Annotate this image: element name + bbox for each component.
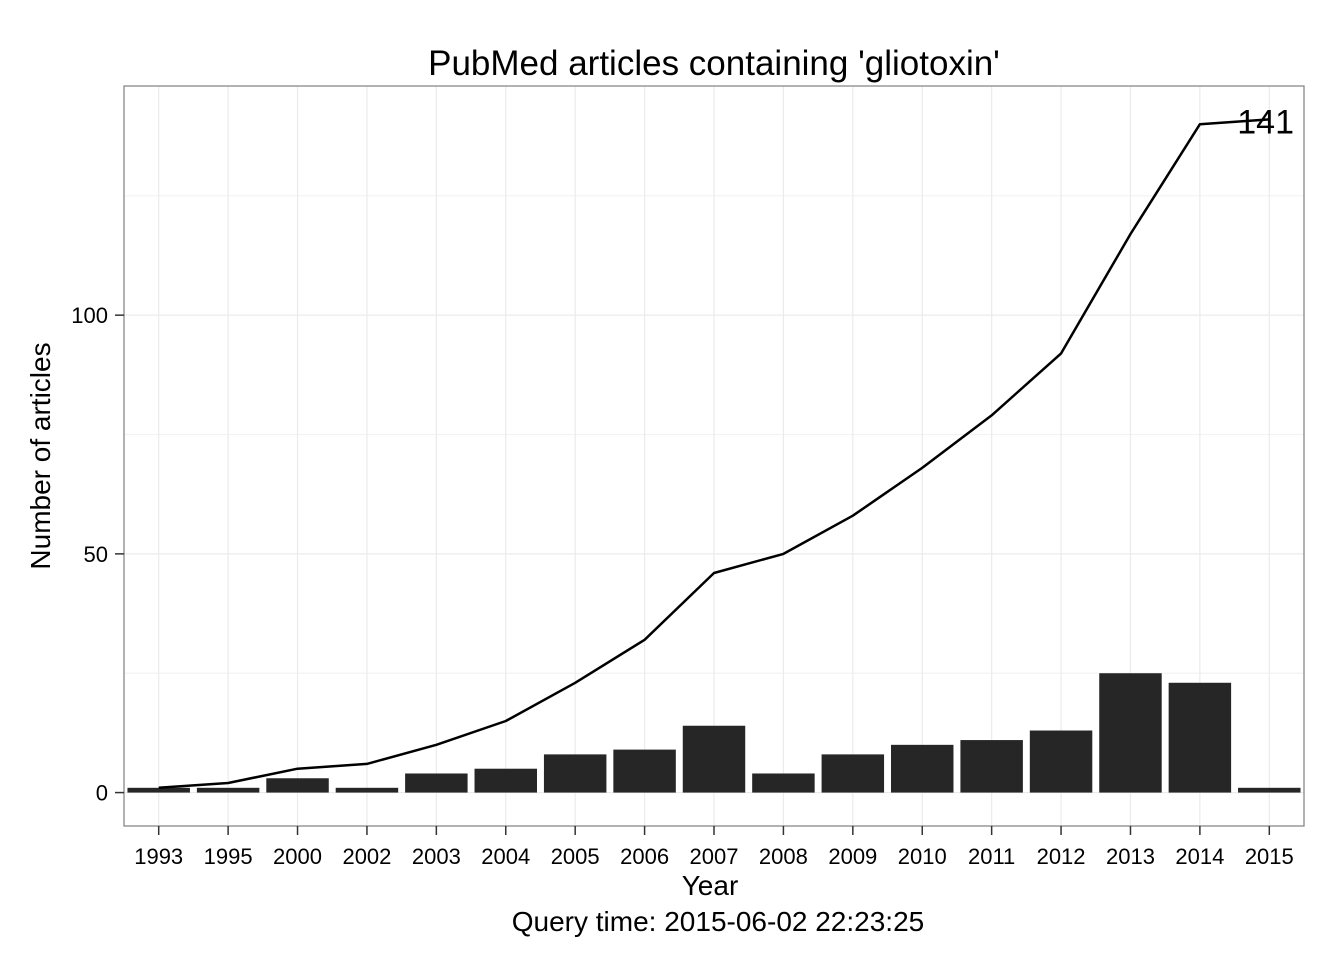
cumulative-line-path — [158, 118, 1270, 790]
y-tick-label: 50 — [84, 542, 108, 567]
x-tick-label: 2009 — [828, 844, 877, 869]
x-tick-label: 2007 — [690, 844, 739, 869]
x-tick-label: 2010 — [898, 844, 947, 869]
bar — [543, 754, 607, 793]
bar — [613, 749, 676, 793]
bar — [196, 787, 260, 793]
axes: 0 50 100 1993 1995 2000 2002 2003 2004 2005 2006 20… — [71, 303, 1293, 869]
bar — [335, 787, 399, 793]
x-tick-label: 1995 — [204, 844, 253, 869]
y-axis-title: Number of articles — [25, 342, 56, 569]
x-tick-label: 1993 — [134, 844, 183, 869]
caption: Query time: 2015-06-02 22:23:25 — [512, 906, 924, 937]
bar — [752, 773, 815, 793]
x-tick-label: 2011 — [968, 844, 1015, 869]
bar — [1029, 730, 1093, 793]
bar — [1099, 673, 1162, 793]
x-tick-label: 2004 — [481, 844, 530, 869]
bar — [821, 754, 885, 793]
x-tick-label: 2013 — [1106, 844, 1155, 869]
bar — [960, 740, 1023, 793]
x-tick-label: 2006 — [620, 844, 669, 869]
bars — [127, 673, 1301, 793]
x-tick-label: 2015 — [1245, 844, 1294, 869]
bar — [891, 744, 954, 793]
cumulative-line — [158, 118, 1270, 790]
chart-title: PubMed articles containing 'gliotoxin' — [428, 44, 1000, 83]
x-tick-label: 2005 — [551, 844, 600, 869]
y-tick-label: 0 — [96, 781, 108, 806]
bar — [405, 773, 468, 793]
annotation-label: 141 — [1237, 103, 1294, 141]
x-tick-label: 2002 — [342, 844, 391, 869]
y-tick-label: 100 — [71, 303, 108, 328]
x-tick-label: 2014 — [1175, 844, 1224, 869]
bar — [1238, 787, 1301, 793]
x-tick-label: 2008 — [759, 844, 808, 869]
bar — [266, 778, 329, 793]
bar — [127, 787, 190, 793]
x-tick-label: 2012 — [1037, 844, 1086, 869]
x-tick-label: 2000 — [273, 844, 322, 869]
x-axis-title: Year — [682, 870, 739, 901]
bar — [474, 768, 537, 793]
x-tick-label: 2003 — [412, 844, 461, 869]
bar — [682, 725, 746, 793]
bar — [1168, 682, 1232, 793]
